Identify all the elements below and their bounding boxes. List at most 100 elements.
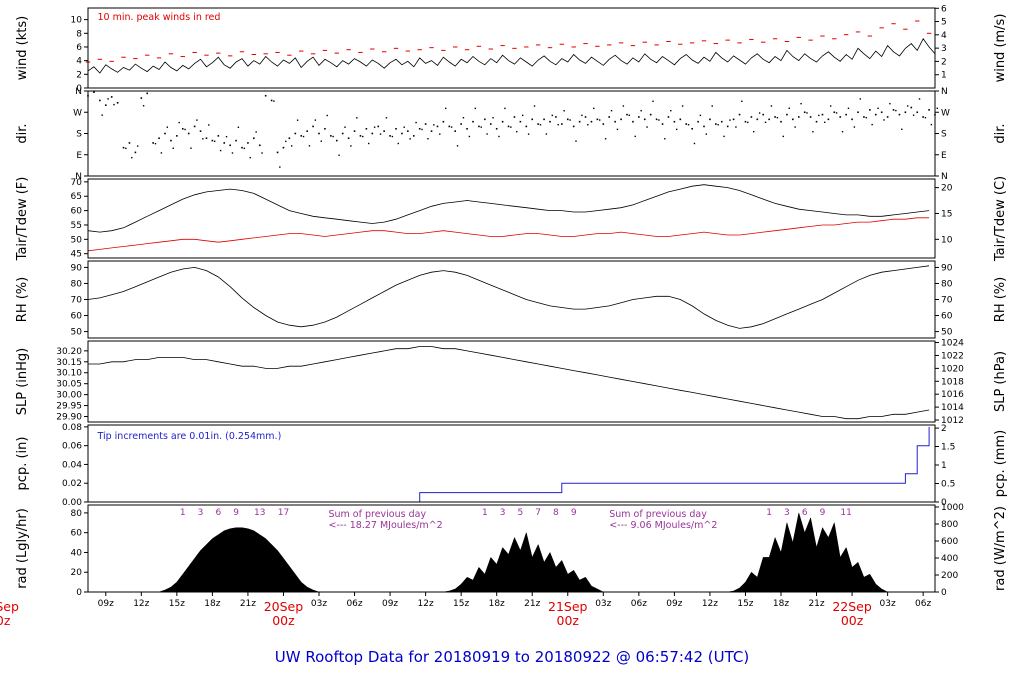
svg-text:5: 5: [518, 508, 524, 518]
svg-text:12z: 12z: [702, 599, 718, 609]
svg-text:SLP (inHg): SLP (inHg): [15, 348, 30, 416]
svg-text:06z: 06z: [631, 599, 647, 609]
svg-text:18z: 18z: [489, 599, 505, 609]
svg-text:7: 7: [535, 508, 541, 518]
svg-text:S: S: [941, 130, 947, 140]
svg-text:0.5: 0.5: [941, 480, 955, 490]
svg-text:wind (kts): wind (kts): [15, 16, 30, 80]
svg-text:0.00: 0.00: [62, 498, 82, 508]
svg-text:Tip increments are 0.01in. (0.: Tip increments are 0.01in. (0.254mm.): [96, 431, 281, 442]
svg-text:10: 10: [941, 235, 953, 245]
svg-text:15: 15: [941, 209, 952, 219]
svg-text:11: 11: [840, 508, 851, 518]
svg-text:<--- 18.27 MJoules/m^2: <--- 18.27 MJoules/m^2: [328, 520, 442, 531]
panel-precip: Tip increments are 0.01in. (0.254mm.) 0.0…: [15, 423, 1008, 508]
svg-text:6: 6: [215, 508, 221, 518]
svg-text:SLP (hPa): SLP (hPa): [993, 351, 1008, 412]
svg-text:00z: 00z: [0, 613, 11, 628]
svg-text:N: N: [941, 87, 948, 97]
svg-text:9: 9: [820, 508, 826, 518]
svg-text:60: 60: [941, 312, 953, 322]
svg-text:1.5: 1.5: [941, 443, 955, 453]
svg-text:50: 50: [71, 328, 83, 338]
svg-text:rad (Lgly/hr): rad (Lgly/hr): [15, 508, 30, 589]
svg-text:0.04: 0.04: [62, 460, 82, 470]
svg-text:21z: 21z: [240, 599, 256, 609]
svg-text:50: 50: [941, 328, 953, 338]
svg-text:09z: 09z: [666, 599, 682, 609]
svg-text:80: 80: [71, 509, 83, 519]
panel-humidity: 50 60 70 80 90 50 60 70 80 90 RH (%) RH (%): [15, 260, 1008, 339]
svg-text:2: 2: [941, 57, 947, 67]
svg-text:1022: 1022: [941, 351, 964, 361]
svg-text:800: 800: [941, 520, 958, 530]
svg-text:20: 20: [941, 184, 953, 194]
svg-text:40: 40: [71, 548, 83, 558]
svg-text:30.05: 30.05: [56, 380, 82, 390]
svg-text:60: 60: [71, 207, 83, 217]
svg-text:30.00: 30.00: [56, 391, 82, 401]
svg-text:1000: 1000: [941, 503, 964, 513]
svg-text:4: 4: [76, 57, 82, 67]
svg-text:10 min. peak winds in red: 10 min. peak winds in red: [97, 12, 220, 23]
svg-text:1014: 1014: [941, 403, 964, 413]
svg-text:09z: 09z: [382, 599, 398, 609]
svg-text:0: 0: [941, 588, 947, 598]
svg-text:80: 80: [941, 279, 953, 289]
svg-text:3: 3: [198, 508, 204, 518]
svg-text:1: 1: [180, 508, 186, 518]
svg-text:dir.: dir.: [15, 123, 30, 143]
svg-text:0: 0: [76, 588, 82, 598]
svg-text:dir.: dir.: [993, 123, 1008, 143]
svg-text:70: 70: [71, 178, 83, 188]
svg-text:20Sep: 20Sep: [264, 599, 304, 614]
svg-text:1: 1: [766, 508, 772, 518]
svg-text:2: 2: [941, 424, 947, 434]
svg-text:21Sep: 21Sep: [548, 599, 588, 614]
svg-text:RH (%): RH (%): [993, 277, 1008, 322]
svg-text:S: S: [76, 130, 82, 140]
svg-text:06z: 06z: [346, 599, 362, 609]
svg-text:03z: 03z: [595, 599, 611, 609]
svg-text:45: 45: [71, 250, 82, 260]
svg-text:1: 1: [941, 461, 947, 471]
svg-text:6: 6: [76, 43, 82, 53]
svg-text:RH (%): RH (%): [15, 277, 30, 322]
svg-text:21z: 21z: [524, 599, 540, 609]
svg-text:13: 13: [254, 508, 265, 518]
panel-wind: 10 min. peak winds in red0246810123456wi…: [15, 4, 1008, 94]
svg-text:15z: 15z: [169, 599, 185, 609]
svg-text:W: W: [73, 108, 82, 118]
svg-text:8: 8: [76, 29, 82, 39]
svg-text:4: 4: [941, 31, 947, 41]
svg-text:80: 80: [71, 279, 83, 289]
svg-text:6: 6: [802, 508, 808, 518]
svg-text:90: 90: [71, 263, 83, 273]
svg-text:60: 60: [71, 529, 83, 539]
svg-text:09z: 09z: [98, 599, 114, 609]
panel-radiation: Sum of previous day <--- 18.27 MJoules/m^…: [15, 503, 1008, 598]
svg-text:Tair/Tdew (F): Tair/Tdew (F): [15, 177, 30, 262]
svg-text:0: 0: [76, 84, 82, 94]
svg-text:70: 70: [71, 296, 83, 306]
svg-text:1: 1: [482, 508, 488, 518]
svg-text:29.90: 29.90: [56, 413, 82, 423]
svg-text:60: 60: [71, 312, 83, 322]
svg-text:19Sep: 19Sep: [0, 599, 19, 614]
svg-text:1012: 1012: [941, 416, 964, 426]
svg-text:3: 3: [941, 44, 947, 54]
svg-text:N: N: [75, 172, 82, 182]
svg-text:90: 90: [941, 263, 953, 273]
svg-text:06z: 06z: [915, 599, 931, 609]
svg-text:65: 65: [71, 192, 82, 202]
svg-text:8: 8: [553, 508, 559, 518]
svg-text:1: 1: [941, 71, 947, 81]
svg-text:1018: 1018: [941, 377, 964, 387]
svg-text:00z: 00z: [841, 613, 864, 628]
svg-text:rad (W/m^2): rad (W/m^2): [993, 506, 1008, 591]
svg-text:0.06: 0.06: [62, 442, 82, 452]
svg-text:20: 20: [71, 568, 83, 578]
svg-text:400: 400: [941, 554, 958, 564]
svg-text:Sum of previous day: Sum of previous day: [609, 509, 707, 520]
